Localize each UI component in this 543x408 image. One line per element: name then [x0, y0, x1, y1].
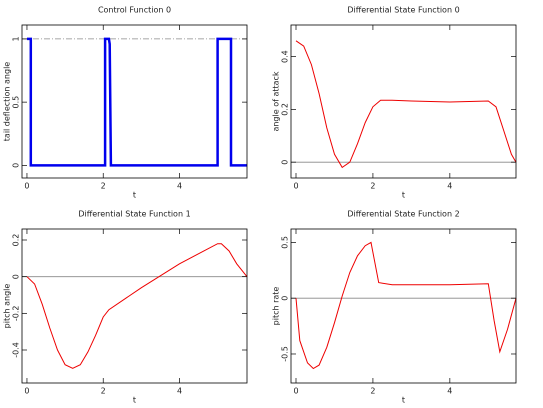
data-line [295, 40, 517, 169]
y-tick-label: 0 [12, 163, 21, 168]
x-axis-label: t [402, 396, 405, 405]
y-tick-label: 0.2 [281, 103, 290, 116]
x-tick-label: 4 [177, 182, 182, 191]
data-line [295, 241, 517, 370]
y-tick-label: 0.2 [12, 234, 21, 247]
x-axis-label: t [133, 396, 136, 405]
plot-frame [21, 228, 248, 384]
y-tick-label: -0.2 [12, 306, 21, 322]
y-axis-label: pitch angle [3, 284, 12, 329]
x-tick-label: 4 [177, 387, 182, 396]
data-line [27, 37, 247, 167]
chart-title: Control Function 0 [98, 6, 171, 15]
y-axis-label: pitch rate [272, 287, 281, 326]
x-tick-label: 2 [370, 182, 375, 191]
y-tick-label: 1 [12, 36, 21, 41]
chart-title: Differential State Function 1 [78, 210, 190, 219]
y-tick-label: 0 [281, 160, 290, 165]
plot-frame [290, 228, 517, 384]
chart-title: Differential State Function 0 [347, 6, 459, 15]
x-tick-label: 2 [101, 182, 106, 191]
y-tick-label: -0.4 [12, 342, 21, 358]
y-tick-label: 0.5 [12, 96, 21, 109]
plot-frame [21, 24, 248, 179]
x-axis-label: t [133, 191, 136, 200]
y-axis-label: tail deflection angle [3, 62, 12, 142]
y-tick-label: 0.4 [281, 50, 290, 63]
data-line [26, 243, 248, 369]
y-tick-label: 0.5 [281, 236, 290, 249]
x-tick-label: 4 [447, 387, 452, 396]
x-tick-label: 2 [370, 387, 375, 396]
x-tick-label: 0 [293, 387, 298, 396]
y-tick-label: -0.5 [281, 346, 290, 362]
y-axis-label: angle of attack [272, 71, 281, 131]
x-axis-label: t [402, 191, 405, 200]
chart-title: Differential State Function 2 [347, 210, 459, 219]
x-tick-label: 0 [24, 387, 29, 396]
x-tick-label: 0 [293, 182, 298, 191]
x-tick-label: 4 [447, 182, 452, 191]
x-tick-label: 0 [24, 182, 29, 191]
y-tick-label: 0 [281, 296, 290, 301]
plot-frame [290, 24, 517, 179]
x-tick-label: 2 [101, 387, 106, 396]
y-tick-label: 0 [12, 274, 21, 279]
